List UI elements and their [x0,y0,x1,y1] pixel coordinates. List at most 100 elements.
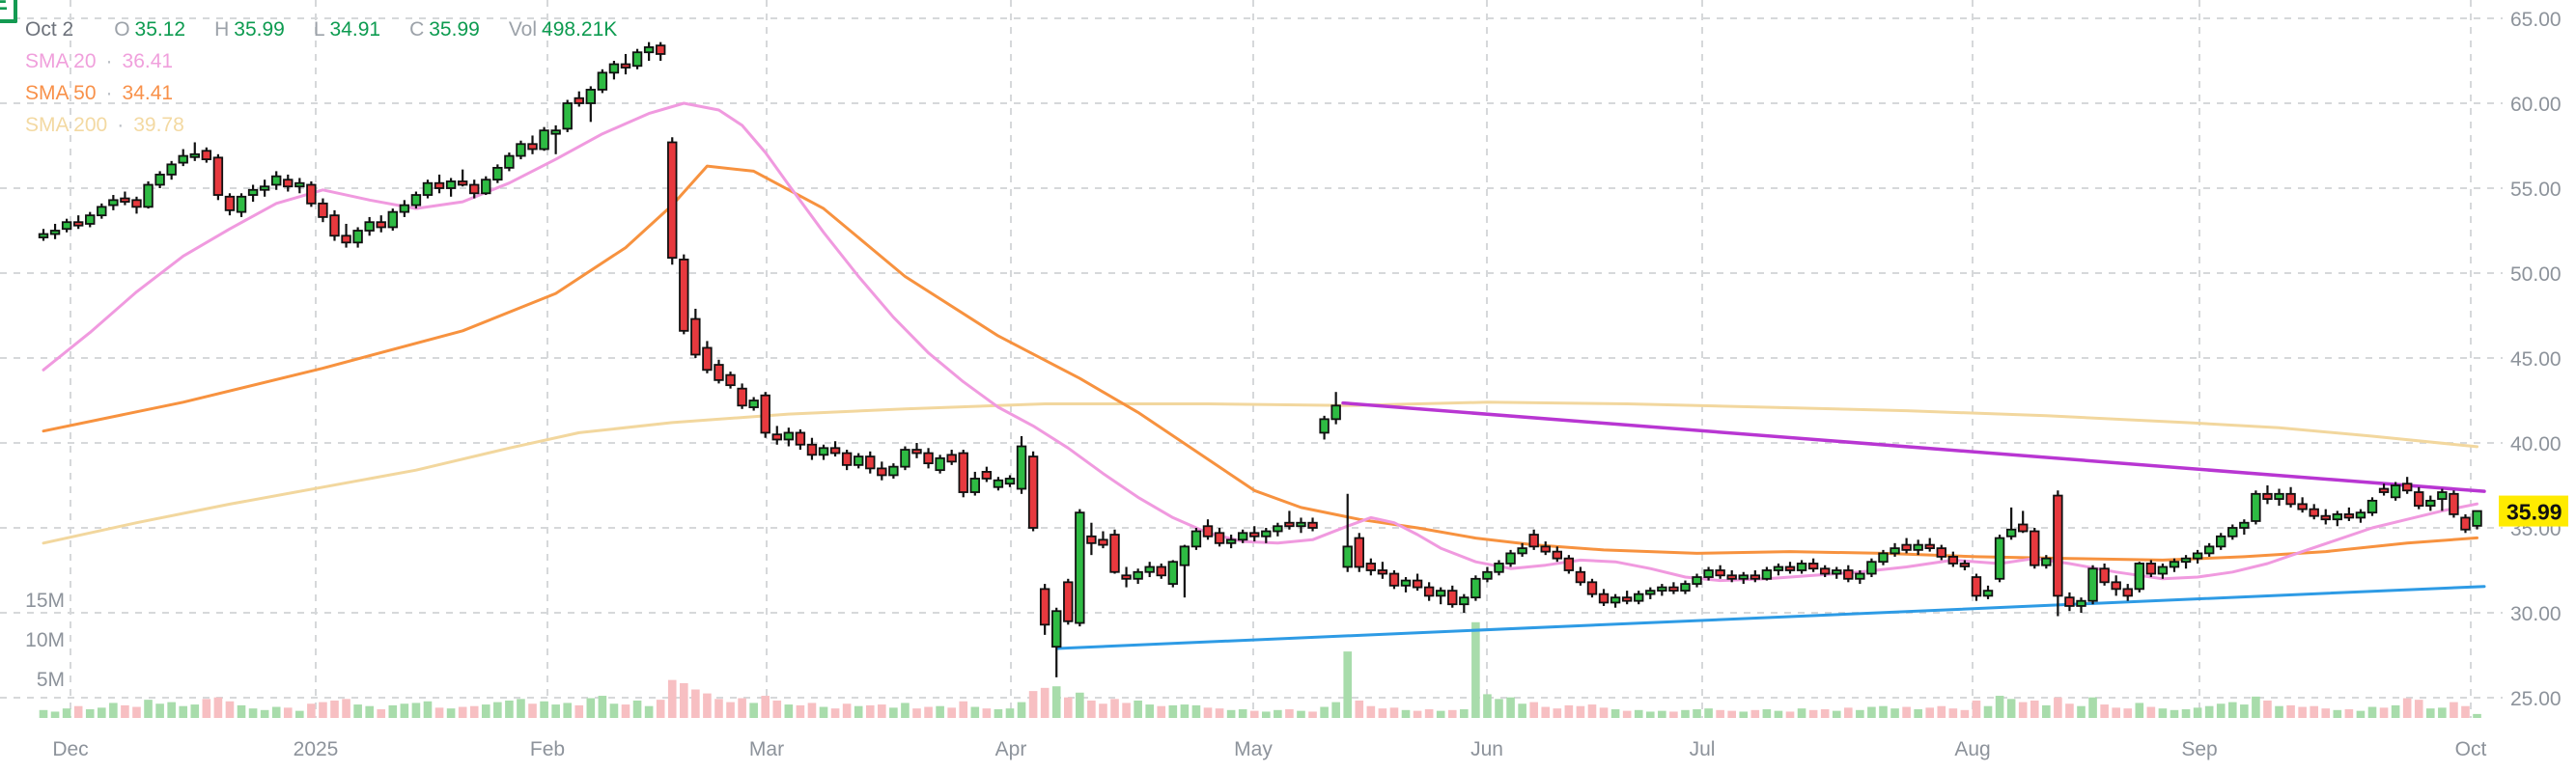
candle[interactable] [2169,558,2180,572]
volume-bar[interactable] [2088,697,2097,718]
candle[interactable] [2309,504,2319,520]
candle[interactable] [352,227,363,248]
candle[interactable] [1296,517,1306,534]
volume-bar[interactable] [505,700,514,718]
candle[interactable] [1761,566,1773,581]
volume-bar[interactable] [2158,708,2168,718]
candle[interactable] [655,41,666,61]
candle[interactable] [1634,591,1644,605]
volume-bar[interactable] [1134,700,1142,718]
candle[interactable] [2378,483,2390,496]
candle[interactable] [1680,580,1691,594]
volume-bar[interactable] [2321,708,2331,718]
candle[interactable] [1086,522,1097,556]
candle[interactable] [2041,555,2052,569]
volume-bar[interactable] [738,698,746,719]
volume-bar[interactable] [1343,651,1353,718]
candle[interactable] [434,174,445,194]
sma50-row[interactable]: SMA 50 · 34.41 [25,77,646,109]
volume-bar[interactable] [1424,708,1434,718]
candle[interactable] [481,176,491,196]
volume-bar[interactable] [819,706,828,718]
volume-bar[interactable] [167,702,176,718]
candle[interactable] [492,164,503,183]
volume-bar[interactable] [2054,697,2062,718]
volume-bar[interactable] [621,704,630,718]
volume-bar[interactable] [1238,708,1247,718]
volume-bar[interactable] [1995,696,2004,718]
volume-bar[interactable] [2112,707,2120,718]
candle[interactable] [2332,510,2343,527]
volume-bar[interactable] [1785,711,1795,718]
volume-bar[interactable] [319,702,327,718]
candle[interactable] [2030,528,2040,569]
volume-bar[interactable] [1040,687,1050,718]
volume-bar[interactable] [714,699,723,718]
candle[interactable] [911,443,922,458]
volume-bar[interactable] [493,702,502,718]
candle[interactable] [608,61,620,80]
candle[interactable] [201,147,212,163]
candle[interactable] [1225,535,1237,549]
candle[interactable] [294,178,305,194]
candle[interactable] [1773,563,1784,576]
volume-bar[interactable] [1610,708,1620,718]
volume-bar[interactable] [1867,706,1876,718]
candle[interactable] [597,69,608,94]
candle[interactable] [1913,539,1923,556]
volume-bar[interactable] [807,703,817,718]
candle[interactable] [85,211,96,228]
volume-bar[interactable] [574,704,584,718]
candle[interactable] [1121,566,1132,588]
candle[interactable] [504,152,515,172]
candle[interactable] [1540,541,1551,556]
volume-bar[interactable] [761,696,770,718]
volume-bar[interactable] [2006,699,2016,718]
volume-bar[interactable] [1460,708,1469,718]
candle[interactable] [1947,551,1959,567]
candle[interactable] [539,126,549,152]
candle[interactable] [259,179,270,197]
candle[interactable] [2157,563,2169,579]
candle[interactable] [690,308,701,358]
candle[interactable] [1400,577,1412,593]
volume-bar[interactable] [1599,707,1609,718]
volume-bar[interactable] [1203,707,1213,718]
candle[interactable] [445,178,457,197]
volume-bar[interactable] [982,708,992,718]
candle[interactable] [946,450,957,465]
candle[interactable] [1051,607,1062,677]
candle[interactable] [1796,560,1807,574]
candle[interactable] [97,203,107,219]
volume-bar[interactable] [2333,709,2342,718]
candle[interactable] [2343,507,2355,521]
candle[interactable] [1598,589,1610,606]
candle[interactable] [574,91,584,107]
volume-bar[interactable] [1308,711,1317,718]
candle[interactable] [1552,546,1563,563]
volume-bar[interactable] [632,700,642,718]
sma200-line[interactable] [42,400,2478,545]
candle[interactable] [224,193,236,216]
candle[interactable] [1924,538,1935,552]
volume-bar[interactable] [434,707,444,718]
volume-bar[interactable] [1937,705,1946,718]
volume-bar[interactable] [878,704,886,718]
volume-bar[interactable] [598,696,607,718]
volume-bar[interactable] [865,704,875,718]
volume-bar[interactable] [644,705,654,718]
candle[interactable] [457,169,468,187]
volume-bar[interactable] [1529,702,1538,718]
volume-bar[interactable] [2310,705,2318,718]
candle[interactable] [270,171,282,190]
candle[interactable] [1494,560,1504,576]
candle[interactable] [1319,415,1330,440]
volume-bar[interactable] [1378,708,1387,718]
sma200-row[interactable]: SMA 200 · 39.78 [25,109,646,141]
candle[interactable] [2192,549,2203,564]
candle[interactable] [2064,592,2075,612]
candle[interactable] [1284,510,1295,530]
volume-bar[interactable] [2356,710,2366,718]
volume-bar[interactable] [1483,694,1492,718]
candle[interactable] [795,428,806,451]
